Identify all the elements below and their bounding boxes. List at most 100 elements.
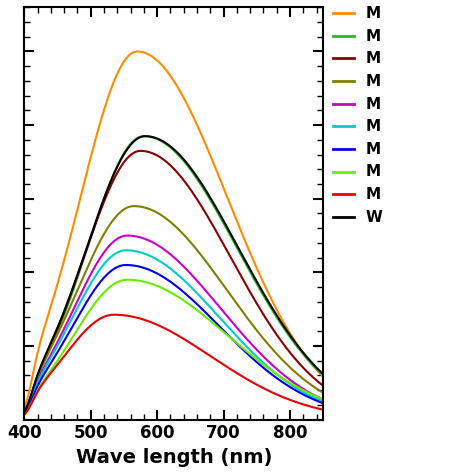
M	[159, 324, 165, 330]
M	[167, 328, 173, 334]
M	[159, 213, 165, 219]
Legend: M, M, M, M, M, M, M, M, M, W: M, M, M, M, M, M, M, M, M, W	[333, 6, 382, 225]
M	[320, 383, 326, 389]
M	[320, 401, 326, 406]
M	[312, 365, 318, 370]
M	[257, 331, 263, 337]
M	[36, 380, 42, 385]
M	[21, 410, 27, 416]
Line: M: M	[24, 280, 323, 415]
M	[21, 412, 27, 418]
M	[159, 285, 165, 291]
M	[36, 369, 42, 374]
M	[167, 289, 173, 295]
M	[167, 265, 173, 271]
M	[320, 407, 326, 412]
Line: M: M	[24, 52, 323, 408]
Line: M: M	[24, 136, 323, 413]
M	[312, 395, 318, 401]
M	[125, 233, 130, 238]
Line: M: M	[24, 315, 323, 415]
M	[312, 365, 318, 370]
M	[123, 247, 129, 253]
Line: M: M	[24, 206, 323, 412]
M	[159, 138, 165, 144]
M	[167, 144, 173, 150]
M	[312, 397, 318, 403]
M	[312, 393, 318, 399]
W	[159, 138, 165, 144]
M	[21, 409, 27, 415]
M	[312, 393, 318, 399]
M	[36, 368, 42, 374]
W	[21, 409, 27, 415]
M	[320, 373, 326, 378]
M	[36, 376, 42, 382]
M	[312, 392, 318, 398]
M	[36, 386, 42, 392]
M	[36, 374, 42, 380]
M	[320, 390, 326, 396]
M	[159, 155, 165, 161]
M	[312, 376, 318, 382]
M	[21, 412, 27, 418]
M	[131, 203, 137, 209]
M	[320, 399, 326, 405]
M	[21, 410, 27, 416]
M	[312, 364, 318, 370]
M	[312, 397, 318, 403]
W	[312, 363, 318, 369]
M	[167, 162, 173, 168]
M	[312, 376, 318, 382]
W	[36, 367, 42, 373]
W	[257, 284, 263, 290]
M	[125, 277, 130, 283]
M	[138, 148, 144, 154]
M	[36, 384, 42, 390]
M	[167, 251, 173, 257]
Line: M: M	[24, 151, 323, 412]
M	[159, 62, 165, 68]
M	[36, 342, 42, 348]
M	[123, 262, 129, 268]
M	[21, 405, 27, 411]
M	[159, 245, 165, 251]
M	[167, 72, 173, 78]
M	[257, 359, 263, 365]
M	[21, 411, 27, 417]
W	[312, 363, 318, 368]
M	[134, 49, 140, 55]
W	[320, 372, 326, 377]
X-axis label: Wave length (nm): Wave length (nm)	[75, 448, 272, 467]
M	[257, 306, 263, 311]
M	[257, 350, 263, 356]
M	[312, 384, 318, 390]
M	[257, 357, 263, 363]
M	[312, 395, 318, 401]
M	[312, 405, 318, 410]
M	[257, 383, 263, 389]
M	[312, 365, 318, 371]
M	[36, 370, 42, 376]
Line: M: M	[24, 250, 323, 413]
M	[312, 392, 318, 398]
M	[257, 286, 263, 292]
M	[167, 219, 173, 224]
Line: M: M	[24, 265, 323, 414]
M	[257, 272, 263, 278]
M	[312, 405, 318, 410]
Line: W: W	[24, 136, 323, 412]
M	[141, 133, 147, 139]
M	[257, 362, 263, 368]
M	[312, 384, 318, 390]
M	[167, 278, 173, 284]
M	[320, 397, 326, 402]
W	[167, 143, 173, 149]
M	[320, 397, 326, 402]
W	[142, 133, 148, 139]
M	[21, 410, 27, 416]
M	[320, 374, 326, 380]
M	[111, 312, 117, 318]
M	[21, 410, 27, 415]
M	[159, 260, 165, 265]
